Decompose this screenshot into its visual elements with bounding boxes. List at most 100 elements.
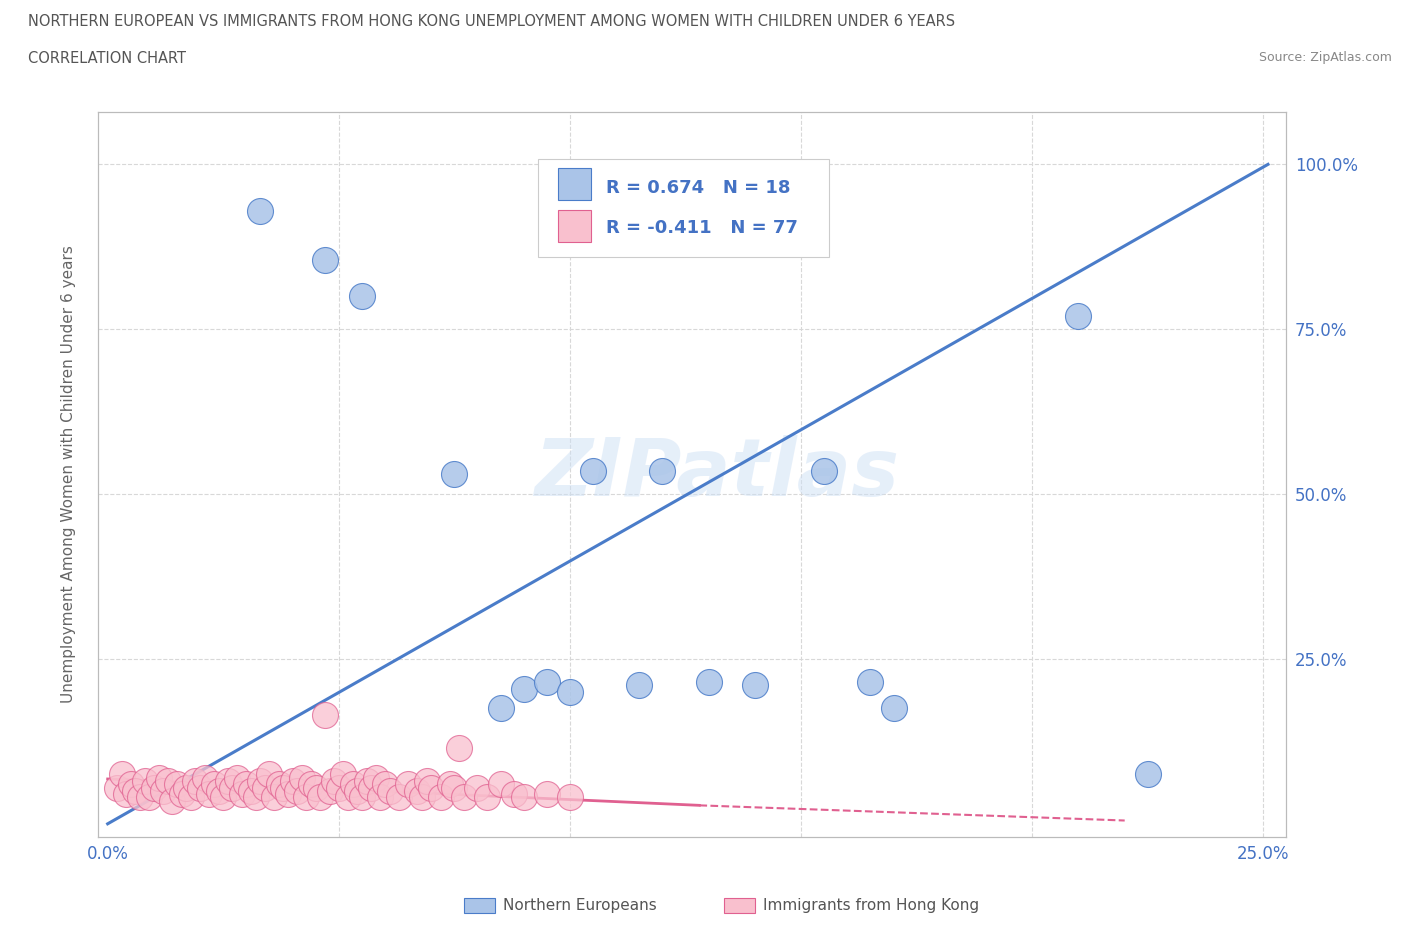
Text: ZIPatlas: ZIPatlas xyxy=(534,435,898,513)
Text: R = -0.411   N = 77: R = -0.411 N = 77 xyxy=(606,219,797,236)
Point xyxy=(467,780,489,795)
Point xyxy=(420,780,443,795)
Point xyxy=(273,780,295,795)
Point xyxy=(110,767,132,782)
Point xyxy=(388,790,411,804)
Point xyxy=(443,467,465,482)
Point xyxy=(309,790,332,804)
Point xyxy=(202,777,225,791)
Point xyxy=(489,701,512,716)
Point xyxy=(198,787,221,802)
Point xyxy=(536,674,558,689)
Point xyxy=(217,774,239,789)
FancyBboxPatch shape xyxy=(558,209,592,242)
FancyBboxPatch shape xyxy=(538,159,830,257)
Point xyxy=(1136,767,1159,782)
Point xyxy=(240,783,263,798)
Point xyxy=(512,790,534,804)
Point xyxy=(305,780,328,795)
Point xyxy=(350,289,373,304)
Point xyxy=(166,777,188,791)
Point xyxy=(512,681,534,696)
Point xyxy=(281,774,304,789)
Point xyxy=(859,674,882,689)
Point xyxy=(628,678,651,693)
Point xyxy=(249,774,271,789)
Text: Immigrants from Hong Kong: Immigrants from Hong Kong xyxy=(763,898,980,913)
Point xyxy=(277,787,299,802)
FancyBboxPatch shape xyxy=(558,167,592,201)
Point xyxy=(744,678,766,693)
Point xyxy=(162,793,184,808)
Point xyxy=(406,783,429,798)
Point xyxy=(156,774,179,789)
Point xyxy=(142,780,165,795)
Point xyxy=(332,767,354,782)
Point xyxy=(138,790,160,804)
Point xyxy=(883,701,905,716)
Point xyxy=(360,780,382,795)
Point xyxy=(697,674,720,689)
Point xyxy=(328,780,350,795)
Point xyxy=(318,783,340,798)
Point xyxy=(207,783,229,798)
Point xyxy=(346,783,368,798)
Point xyxy=(180,790,202,804)
Point xyxy=(314,253,336,268)
Point xyxy=(299,777,322,791)
Text: NORTHERN EUROPEAN VS IMMIGRANTS FROM HONG KONG UNEMPLOYMENT AMONG WOMEN WITH CHI: NORTHERN EUROPEAN VS IMMIGRANTS FROM HON… xyxy=(28,14,955,29)
Point xyxy=(120,777,142,791)
Text: Northern Europeans: Northern Europeans xyxy=(503,898,657,913)
Point xyxy=(295,790,318,804)
Point xyxy=(475,790,498,804)
Point xyxy=(558,790,581,804)
Point xyxy=(194,770,217,785)
Point xyxy=(503,787,526,802)
Point xyxy=(148,770,170,785)
Point xyxy=(429,790,451,804)
Text: CORRELATION CHART: CORRELATION CHART xyxy=(28,51,186,66)
Point xyxy=(364,770,387,785)
Point xyxy=(105,780,128,795)
Point xyxy=(235,777,257,791)
Point xyxy=(212,790,235,804)
Point xyxy=(259,767,281,782)
Point xyxy=(249,203,271,218)
Point xyxy=(314,708,336,723)
Point xyxy=(342,777,364,791)
Point xyxy=(447,740,470,755)
Point xyxy=(651,463,673,478)
Point xyxy=(134,774,156,789)
Text: Source: ZipAtlas.com: Source: ZipAtlas.com xyxy=(1258,51,1392,64)
Point xyxy=(582,463,605,478)
Point xyxy=(323,774,346,789)
Point xyxy=(170,787,193,802)
Point xyxy=(439,777,461,791)
Point xyxy=(370,790,392,804)
Point xyxy=(291,770,314,785)
Text: R = 0.674   N = 18: R = 0.674 N = 18 xyxy=(606,179,790,197)
Point xyxy=(489,777,512,791)
Point xyxy=(221,780,243,795)
Point xyxy=(536,787,558,802)
Point xyxy=(350,790,373,804)
Point xyxy=(356,774,378,789)
Point xyxy=(226,770,249,785)
Y-axis label: Unemployment Among Women with Children Under 6 years: Unemployment Among Women with Children U… xyxy=(62,246,76,703)
Point xyxy=(124,783,146,798)
Point xyxy=(285,783,308,798)
Point xyxy=(129,790,152,804)
Point xyxy=(188,780,211,795)
Point xyxy=(263,790,285,804)
Point xyxy=(174,780,197,795)
Point xyxy=(152,783,174,798)
Point xyxy=(115,787,138,802)
Point xyxy=(1067,309,1090,324)
Point xyxy=(396,777,419,791)
Point xyxy=(558,684,581,699)
Point xyxy=(337,790,360,804)
Point xyxy=(411,790,433,804)
Point xyxy=(453,790,475,804)
Point xyxy=(245,790,267,804)
Point xyxy=(184,774,207,789)
